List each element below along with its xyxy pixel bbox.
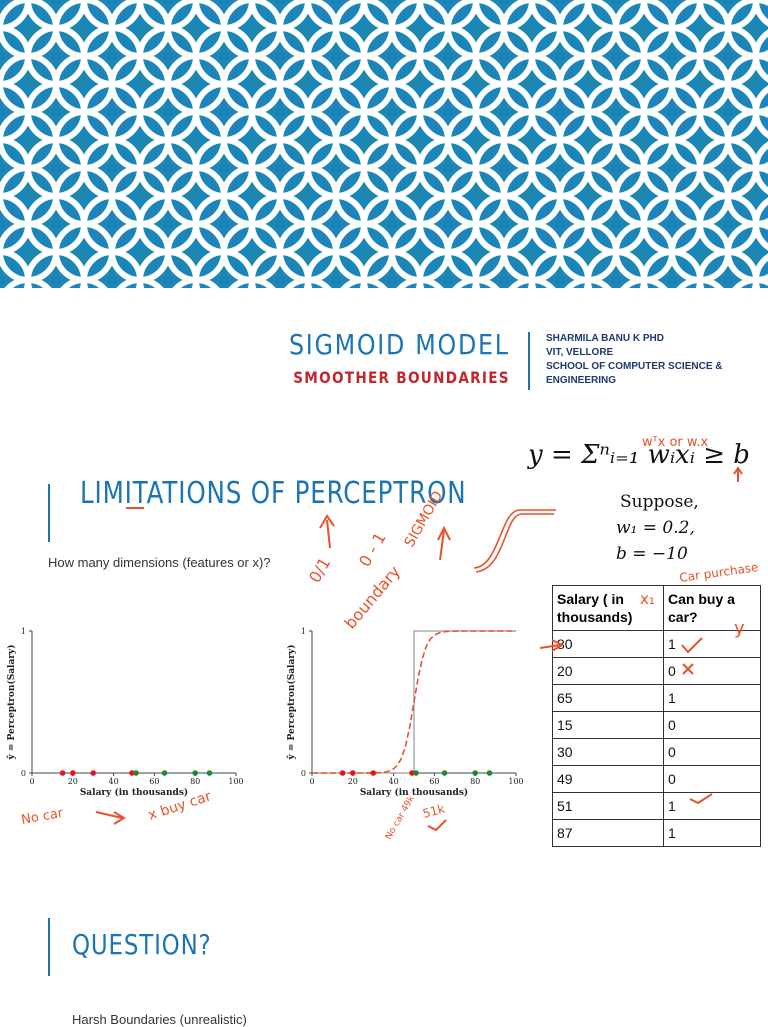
salary-cell: 87 xyxy=(552,819,664,847)
section-title-question: QUESTION? xyxy=(72,928,212,961)
table-row: 87 1 xyxy=(552,819,761,847)
section-bar xyxy=(48,484,50,542)
data-point-no-car xyxy=(59,770,66,776)
data-point-car xyxy=(413,770,419,776)
x-tick-label: 60 xyxy=(429,777,439,786)
y-tick-label: 0 xyxy=(301,769,306,778)
suppose-text: Suppose, xyxy=(620,492,699,512)
author-line: ENGINEERING xyxy=(546,375,617,386)
table-row: 51 1 xyxy=(552,792,761,820)
x-tick-label: 60 xyxy=(149,777,159,786)
data-point-no-car xyxy=(350,770,356,776)
b-value: b = −10 xyxy=(616,544,688,564)
x-tick-label: 20 xyxy=(348,777,358,786)
annotation-arrow-up xyxy=(733,466,743,482)
table-header-row: Salary ( in thousands) Can buy a car? xyxy=(552,585,761,631)
data-point-car xyxy=(206,770,213,776)
salary-cell: 51 xyxy=(552,792,664,820)
perceptron-scatter-chart: 0 20 40 60 80 100 0 1 Salary (in thousands) ŷ = P… xyxy=(6,627,244,798)
slide-title: SIGMOID MODEL xyxy=(289,328,510,361)
data-point-no-car xyxy=(90,770,96,776)
table-header-salary: Salary ( in thousands) xyxy=(552,585,664,631)
x-tick-label: 40 xyxy=(109,777,119,786)
x-tick-label: 40 xyxy=(389,777,399,786)
data-point-no-car xyxy=(370,770,376,776)
salary-cell: 80 xyxy=(552,630,664,658)
author-line: SCHOOL OF COMPUTER SCIENCE & xyxy=(546,361,723,372)
w1-value: w₁ = 0.2, xyxy=(616,518,695,538)
salary-cell: 20 xyxy=(552,657,664,685)
table-row: 80 1 xyxy=(552,630,761,658)
y-tick-label: 0 xyxy=(21,769,26,778)
x-tick-label: 80 xyxy=(470,777,480,786)
x-tick-label: 0 xyxy=(309,777,314,786)
perceptron-step-chart: 0 20 40 60 80 100 0 1 Salary (in thousands) ŷ = P… xyxy=(286,627,524,798)
y-axis-label: ŷ = Perceptron(Salary) xyxy=(6,644,17,760)
car-cell: 1 xyxy=(663,630,761,658)
annotation-zero-one-a: 0/1 xyxy=(305,554,334,586)
x-axis-label: Salary (in thousands) xyxy=(80,787,188,798)
car-cell: 0 xyxy=(663,711,761,739)
table-row: 65 1 xyxy=(552,684,761,712)
author-line: VIT, VELLORE xyxy=(546,347,614,358)
author-line: SHARMILA BANU K PHD xyxy=(546,333,664,344)
annotation-cars-purchase: Car purchase xyxy=(678,560,759,585)
decorative-banner xyxy=(0,0,768,288)
salary-cell: 30 xyxy=(552,738,664,766)
table-header-car: Can buy a car? xyxy=(663,585,761,631)
data-point-no-car xyxy=(70,770,76,776)
x-axis-label: Salary (in thousands) xyxy=(360,787,468,798)
section-title-limitations: LIMITATIONS OF PERCEPTRON xyxy=(80,476,467,511)
data-point-no-car xyxy=(129,770,135,776)
annotation-arrow-up xyxy=(437,525,451,561)
annotation-no-car: No car xyxy=(20,806,65,828)
annotation-tick xyxy=(427,819,447,832)
slide-subtitle: SMOOTHER BOUNDARIES xyxy=(293,368,510,387)
data-point-car xyxy=(161,770,168,776)
car-cell: 1 xyxy=(663,819,761,847)
data-point-car xyxy=(192,770,198,776)
data-point-car xyxy=(441,770,448,776)
table-row: 20 0 xyxy=(552,657,761,685)
x-tick-label: 100 xyxy=(508,777,523,786)
salary-cell: 15 xyxy=(552,711,664,739)
x-tick-label: 20 xyxy=(68,777,78,786)
salary-table: Salary ( in thousands) Can buy a car? 80… xyxy=(552,585,761,847)
data-point-no-car xyxy=(339,770,346,776)
y-axis-label: ŷ = Perceptron(Salary) xyxy=(286,644,297,760)
x-tick-label: 100 xyxy=(228,777,243,786)
data-point-car xyxy=(133,770,139,776)
annotation-zero-one-b: 0 - 1 xyxy=(355,529,390,570)
car-cell: 1 xyxy=(663,684,761,712)
x-tick-label: 0 xyxy=(29,777,34,786)
car-cell: 1 xyxy=(663,792,761,820)
question-text: How many dimensions (features or x)? xyxy=(48,555,271,570)
section-bar xyxy=(48,918,50,976)
car-cell: 0 xyxy=(663,738,761,766)
data-point-car xyxy=(486,770,493,776)
car-cell: 0 xyxy=(663,765,761,793)
harsh-boundaries-text: Harsh Boundaries (unrealistic) xyxy=(72,1012,247,1027)
table-row: 30 0 xyxy=(552,738,761,766)
x-tick-label: 80 xyxy=(190,777,200,786)
data-point-car xyxy=(472,770,478,776)
annotation-sigmoid-sketch xyxy=(473,509,556,573)
table-row: 49 0 xyxy=(552,765,761,793)
salary-cell: 49 xyxy=(552,765,664,793)
salary-cell: 65 xyxy=(552,684,664,712)
title-divider xyxy=(528,332,530,390)
sigmoid-overlay-line xyxy=(312,630,516,774)
y-tick-label: 1 xyxy=(301,627,306,636)
car-cell: 0 xyxy=(663,657,761,685)
annotation-arrow-up xyxy=(319,514,335,549)
perceptron-formula: y = Σⁿᵢ₌₁ wᵢxᵢ ≥ b xyxy=(528,440,750,470)
y-tick-label: 1 xyxy=(21,627,26,636)
author-block: SHARMILA BANU K PHD VIT, VELLORE SCHOOL … xyxy=(546,332,756,388)
annotation-arrow xyxy=(95,811,126,825)
data-point-no-car xyxy=(409,770,415,776)
table-row: 15 0 xyxy=(552,711,761,739)
